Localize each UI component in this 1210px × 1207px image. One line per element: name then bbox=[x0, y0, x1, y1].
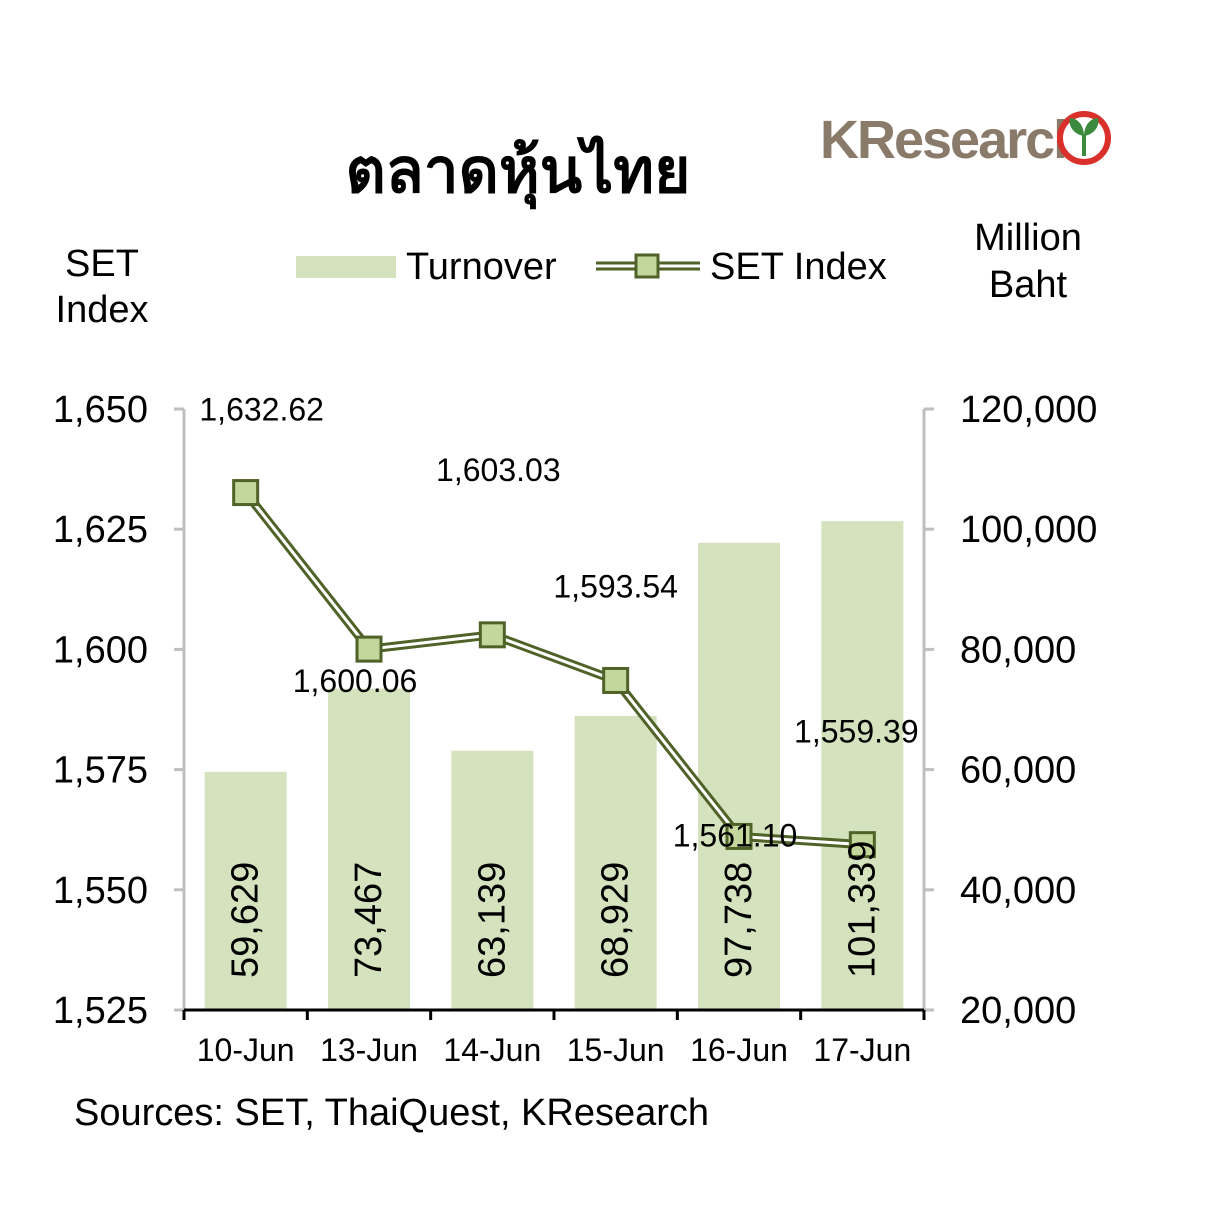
set-index-value-label: 1,632.62 bbox=[199, 392, 324, 428]
turnover-bar-10-jun bbox=[204, 771, 287, 1010]
turnover-value-label: 101,339 bbox=[841, 841, 883, 978]
left-tick-label: 1,550 bbox=[53, 870, 148, 912]
turnover-bar-13-jun bbox=[328, 688, 410, 1010]
set-index-marker-17-jun bbox=[848, 831, 876, 859]
left-tick-label: 1,575 bbox=[53, 750, 148, 792]
right-tick-label: 60,000 bbox=[960, 750, 1076, 792]
set-index-marker-14-jun bbox=[478, 621, 506, 649]
legend-set-index-label: SET Index bbox=[710, 246, 887, 288]
set-index-marker-10-jun bbox=[232, 479, 260, 507]
set-index-line bbox=[232, 479, 876, 859]
kresearch-logo: KResearch bbox=[820, 110, 1111, 170]
legend-set-index-swatch bbox=[596, 253, 700, 279]
axes bbox=[182, 409, 926, 1012]
turnover-value-label: 59,629 bbox=[225, 862, 267, 978]
x-tick-label: 15-Jun bbox=[567, 1032, 665, 1068]
set-index-labels: 1,632.62 1,600.06 1,603.03 1,593.54 1,561.10… bbox=[199, 392, 918, 854]
x-axis-ticks: 10-Jun 13-Jun 14-Jun 15-Jun 16-Jun 17-Jun bbox=[182, 1010, 926, 1068]
left-axis-ticks: 1,650 1,625 1,600 1,575 1,550 1,525 bbox=[53, 389, 184, 1032]
legend: Turnover SET Index bbox=[296, 246, 887, 288]
right-axis-title-line1: Million bbox=[974, 217, 1082, 259]
turnover-value-label: 73,467 bbox=[348, 862, 390, 978]
turnover-bars bbox=[204, 521, 904, 1010]
set-index-marker-15-jun bbox=[602, 666, 630, 694]
right-tick-label: 100,000 bbox=[960, 509, 1097, 551]
turnover-bar-15-jun bbox=[574, 715, 657, 1010]
set-index-value-label: 1,600.06 bbox=[293, 663, 418, 699]
set-index-value-label: 1,593.54 bbox=[553, 568, 678, 604]
right-tick-label: 20,000 bbox=[960, 990, 1076, 1032]
right-axis-ticks: 120,000 100,000 80,000 60,000 40,000 20,000 bbox=[924, 389, 1097, 1032]
kasikorn-seal-icon bbox=[1057, 111, 1111, 165]
right-axis-title-line2: Baht bbox=[989, 264, 1068, 306]
set-index-value-label: 1,559.39 bbox=[794, 714, 919, 750]
x-tick-label: 13-Jun bbox=[320, 1032, 418, 1068]
x-tick-label: 17-Jun bbox=[813, 1032, 911, 1068]
right-tick-label: 40,000 bbox=[960, 870, 1076, 912]
x-tick-label: 10-Jun bbox=[197, 1032, 295, 1068]
turnover-value-label: 63,139 bbox=[471, 862, 513, 978]
chart-title: ตลาดหุ้นไทย bbox=[346, 135, 691, 209]
legend-turnover-label: Turnover bbox=[406, 246, 557, 288]
set-index-line-inner bbox=[244, 491, 863, 847]
turnover-bar-14-jun bbox=[451, 750, 534, 1010]
turnover-bar-17-jun bbox=[821, 521, 904, 1010]
left-tick-label: 1,625 bbox=[53, 509, 148, 551]
right-tick-label: 80,000 bbox=[960, 629, 1076, 671]
x-tick-label: 16-Jun bbox=[690, 1032, 788, 1068]
right-tick-label: 120,000 bbox=[960, 389, 1097, 431]
left-axis-title-line1: SET bbox=[65, 243, 139, 285]
legend-turnover-swatch bbox=[296, 256, 396, 278]
set-index-marker-16-jun bbox=[725, 822, 753, 850]
turnover-value-label: 68,929 bbox=[595, 862, 637, 978]
left-tick-label: 1,600 bbox=[53, 629, 148, 671]
set-index-value-label: 1,603.03 bbox=[436, 452, 561, 488]
turnover-value-label: 97,738 bbox=[718, 862, 760, 978]
turnover-bar-16-jun bbox=[698, 542, 780, 1010]
set-index-marker-13-jun bbox=[355, 635, 383, 663]
left-tick-label: 1,650 bbox=[53, 389, 148, 431]
left-tick-label: 1,525 bbox=[53, 990, 148, 1032]
left-axis-title-line2: Index bbox=[56, 289, 149, 331]
source-note: Sources: SET, ThaiQuest, KResearch bbox=[74, 1092, 709, 1134]
logo-text: KResearch bbox=[820, 110, 1084, 170]
set-index-value-label: 1,561.10 bbox=[673, 817, 798, 853]
turnover-labels: 59,629 73,467 63,139 68,929 97,738 101,339 bbox=[225, 841, 884, 978]
x-tick-label: 14-Jun bbox=[443, 1032, 541, 1068]
